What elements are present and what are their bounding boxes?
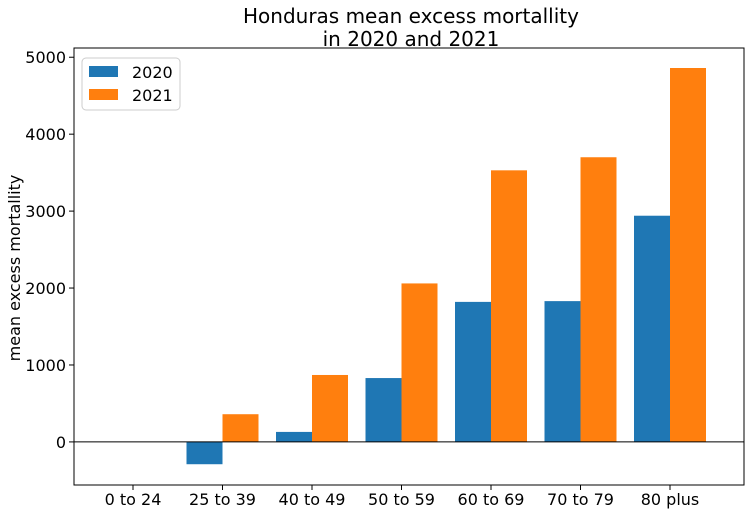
x-tick-label: 80 plus: [641, 490, 700, 509]
y-tick-label: 1000: [25, 356, 66, 375]
bar-2020-70-to-79: [544, 301, 581, 442]
x-tick-label: 40 to 49: [279, 490, 346, 509]
legend-label-2020: 2020: [132, 63, 173, 82]
x-axis-ticks: 0 to 24 25 to 39 40 to 49 50 to 59 60 to 69 7…: [105, 485, 700, 509]
plot-frame: [73, 47, 745, 486]
y-tick-label: 2000: [25, 279, 66, 298]
x-tick-label: 50 to 59: [368, 490, 435, 509]
chart-title-line-2: in 2020 and 2021: [323, 27, 500, 51]
bar-2021-50-to-59: [401, 283, 438, 442]
legend: 2020 2021: [81, 57, 181, 111]
bar-2020-80-plus: [634, 215, 670, 442]
plot-area: [73, 47, 745, 486]
bar-2021-25-to-39: [222, 414, 259, 442]
y-tick-label: 4000: [25, 125, 66, 144]
legend-swatch-2021: [89, 89, 118, 100]
bar-2020-40-to-49: [276, 431, 312, 442]
x-tick-label: 0 to 24: [105, 490, 162, 509]
y-axis-label: mean excess mortallity: [5, 175, 24, 362]
chart-title-line-1: Honduras mean excess mortallity: [243, 4, 579, 28]
y-tick-label: 3000: [25, 202, 66, 221]
bar-2020-50-to-59: [365, 378, 402, 442]
bar-2020-60-to-69: [455, 301, 491, 442]
x-tick-label: 70 to 79: [547, 490, 614, 509]
x-tick-label: 25 to 39: [189, 490, 256, 509]
legend-label-2021: 2021: [132, 86, 173, 105]
y-tick-label: 5000: [25, 48, 66, 67]
y-axis-ticks: 0 1000 2000 3000 4000 5000: [25, 48, 74, 452]
bar-2021-40-to-49: [312, 374, 348, 442]
bar-2021-70-to-79: [580, 157, 617, 442]
bar-2020-25-to-39: [186, 441, 223, 465]
bars: [74, 68, 744, 465]
x-tick-label: 60 to 69: [458, 490, 525, 509]
bar-2021-80-plus: [670, 68, 706, 442]
legend-swatch-2020: [89, 66, 118, 77]
y-tick-label: 0: [56, 433, 66, 452]
bar-2021-60-to-69: [491, 170, 527, 442]
